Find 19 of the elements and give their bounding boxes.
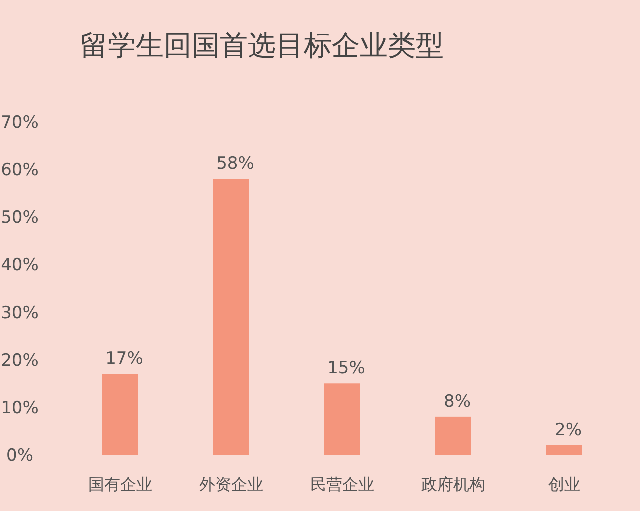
x-tick-label: 政府机构 bbox=[422, 475, 486, 494]
y-tick-label: 60% bbox=[1, 160, 39, 181]
x-tick-label: 民营企业 bbox=[310, 475, 374, 494]
data-label: 17% bbox=[106, 349, 144, 370]
y-tick-label: 20% bbox=[1, 350, 39, 371]
title: 留学生回国首选目标企业类型 bbox=[80, 29, 444, 62]
x-tick-label: 创业 bbox=[548, 475, 580, 494]
data-label: 2% bbox=[555, 420, 582, 440]
y-tick-label: 40% bbox=[1, 256, 39, 276]
y-tick-label: 10% bbox=[1, 398, 39, 418]
y-tick-label: 50% bbox=[1, 208, 39, 228]
data-label: 8% bbox=[444, 392, 471, 412]
x-tick-label: 外资企业 bbox=[200, 475, 264, 494]
x-tick-label: 国有企业 bbox=[88, 475, 152, 494]
y-tick-label: 70% bbox=[1, 113, 39, 133]
y-tick-label: 0% bbox=[6, 446, 34, 466]
data-label: 58% bbox=[216, 154, 254, 174]
data-label: 15% bbox=[328, 358, 366, 379]
y-tick-label: 30% bbox=[1, 303, 39, 324]
